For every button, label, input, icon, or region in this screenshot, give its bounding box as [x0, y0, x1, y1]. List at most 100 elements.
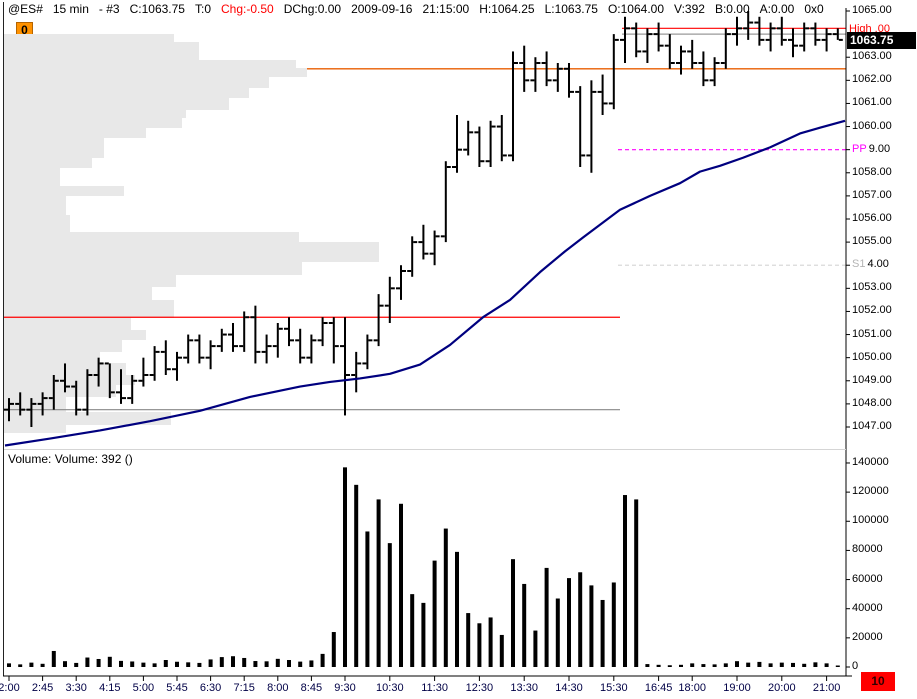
close-tick	[323, 321, 328, 324]
volume-profile-row	[4, 196, 66, 215]
ohlc-bar	[243, 311, 246, 352]
volume-profile-row	[4, 242, 379, 262]
volume-bar	[231, 656, 235, 667]
volume-bar	[824, 663, 829, 667]
volume-profile-row	[4, 300, 174, 318]
close-tick	[782, 38, 787, 41]
volume-bar	[779, 662, 784, 667]
volume-bar	[365, 531, 370, 667]
time-tick-label: 4:15	[99, 682, 121, 694]
ohlc-bar	[52, 374, 55, 410]
open-tick	[351, 373, 356, 376]
open-tick	[116, 391, 120, 394]
price-value: 1053.00	[852, 281, 892, 293]
ohlc-bar	[321, 317, 324, 347]
open-tick	[575, 90, 580, 93]
close-tick	[334, 345, 339, 348]
time-tick-label: 20:00	[768, 682, 796, 694]
price-value: 1065.00	[852, 4, 892, 16]
price-value: 1057.00	[852, 189, 892, 201]
open-tick	[160, 350, 165, 353]
close-tick	[693, 61, 698, 64]
open-tick	[631, 27, 636, 30]
open-tick	[26, 408, 31, 411]
close-tick	[402, 269, 406, 272]
volume-bar	[690, 663, 695, 667]
close-tick	[816, 38, 821, 41]
open-tick	[698, 61, 703, 64]
close-tick	[626, 27, 630, 30]
volume-bar	[600, 599, 605, 667]
open-tick	[172, 368, 176, 371]
ohlc-bar	[41, 392, 44, 416]
volume-bar	[499, 634, 504, 667]
volume-profile-row	[4, 168, 60, 186]
ohlc-bar	[30, 398, 33, 427]
volume-bar	[275, 658, 280, 667]
volume-bar	[768, 663, 773, 667]
open-tick	[205, 356, 210, 359]
close-tick	[682, 50, 686, 53]
volume-bar	[309, 660, 314, 667]
ohlc-bar	[8, 398, 10, 422]
close-tick	[592, 90, 597, 93]
close-tick	[166, 368, 171, 371]
price-tick-label: 1057.00	[852, 189, 892, 201]
open-tick	[60, 379, 64, 382]
volume-bar	[107, 656, 112, 667]
volume-bar	[712, 664, 717, 667]
volume-pane-label: Volume: Volume: 392 ()	[8, 452, 133, 466]
quote-field: 21:15:00	[422, 2, 470, 16]
price-value: 1056.00	[852, 212, 892, 224]
open-tick	[496, 125, 501, 128]
close-tick	[771, 27, 776, 30]
open-tick	[653, 33, 658, 36]
open-tick	[340, 345, 344, 348]
price-value: 1063.00	[852, 50, 892, 62]
ohlc-bar	[388, 276, 391, 323]
close-tick	[547, 79, 552, 82]
open-tick	[362, 362, 367, 365]
price-tick-label: PP 9.00	[852, 143, 890, 155]
ohlc-bar	[288, 317, 290, 347]
time-tick-label: 8:45	[300, 682, 323, 694]
open-tick	[429, 252, 434, 255]
price-tick-label: 1062.00	[852, 73, 892, 85]
close-tick	[760, 38, 765, 41]
close-tick	[234, 345, 238, 348]
ohlc-bar	[108, 363, 111, 399]
open-tick	[676, 61, 680, 64]
close-tick	[670, 61, 675, 64]
price-tick-label: 1058.00	[852, 166, 892, 178]
close-tick	[525, 79, 530, 82]
volume-bar	[219, 657, 224, 667]
volume-tick-label: 100000	[852, 514, 889, 526]
close-tick	[637, 50, 642, 53]
open-tick	[261, 350, 266, 353]
price-tick-label: 1048.00	[852, 397, 892, 409]
open-tick	[664, 44, 669, 47]
volume-profile-row	[4, 34, 174, 42]
volume-profile-row	[4, 215, 70, 232]
close-tick	[21, 408, 26, 411]
quote-field: 2009-09-16	[351, 2, 413, 16]
open-tick	[832, 33, 837, 36]
ohlc-bar	[299, 328, 302, 364]
volume-bar	[533, 630, 538, 667]
open-tick	[149, 373, 154, 376]
volume-tick-label: 80000	[852, 543, 883, 555]
volume-bar	[63, 661, 67, 667]
close-tick	[245, 316, 250, 319]
quote-field: H:1064.25	[479, 2, 535, 16]
open-tick	[93, 373, 98, 376]
ohlc-bar	[624, 16, 626, 63]
open-tick	[508, 154, 512, 157]
open-tick	[788, 38, 792, 41]
volume-bar	[589, 585, 594, 667]
ohlc-bar	[97, 357, 100, 387]
ohlc-bar	[691, 39, 694, 69]
open-tick	[687, 50, 692, 53]
close-tick	[738, 27, 742, 30]
